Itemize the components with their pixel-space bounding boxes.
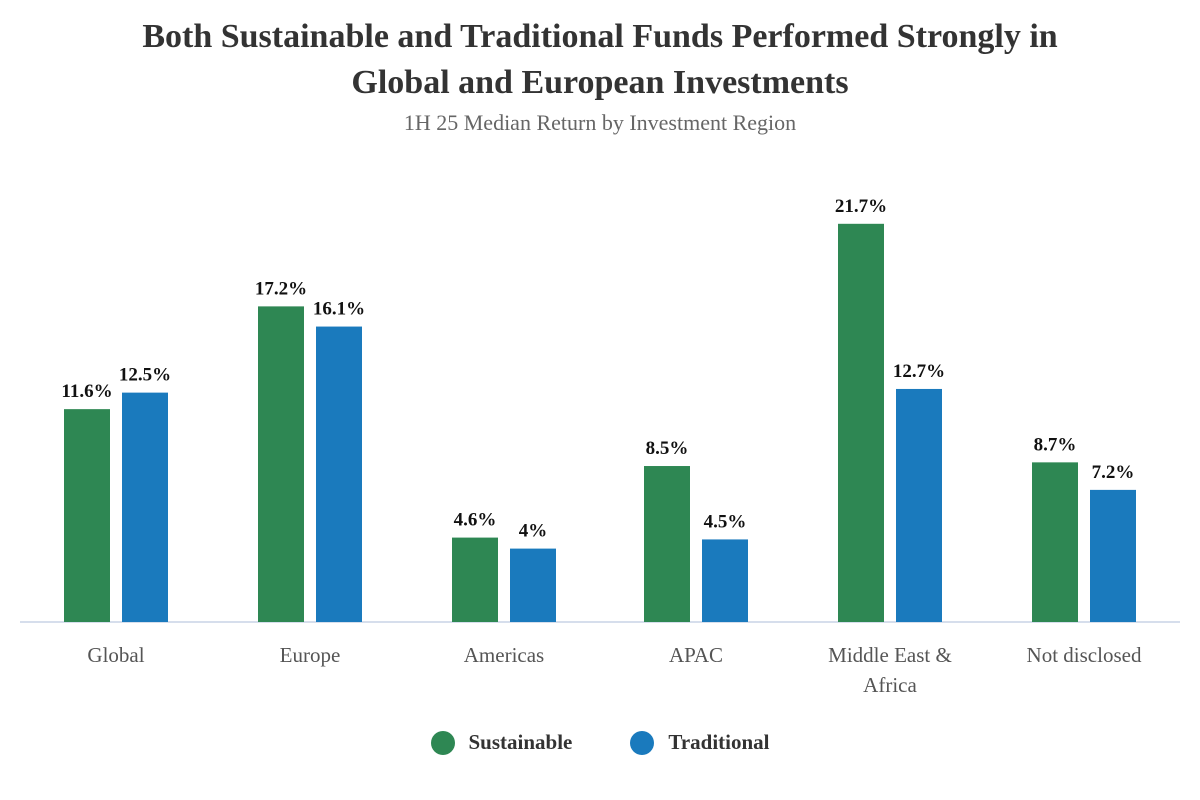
data-label-traditional-1: 16.1% xyxy=(313,299,365,320)
bar-sustainable-1 xyxy=(258,306,304,622)
x-tick-label-0: Global xyxy=(87,643,144,667)
x-tick-label-1: Europe xyxy=(280,643,341,667)
chart-subtitle: 1H 25 Median Return by Investment Region xyxy=(403,110,797,135)
legend-item-traditional[interactable]: Traditional xyxy=(630,730,770,755)
legend-swatch-traditional xyxy=(630,730,655,755)
data-label-traditional-0: 12.5% xyxy=(119,365,171,386)
bar-sustainable-0 xyxy=(64,409,110,622)
x-tick-label-2: Americas xyxy=(464,643,544,667)
data-label-sustainable-0: 11.6% xyxy=(61,381,112,402)
data-label-traditional-4: 12.7% xyxy=(893,361,945,382)
data-label-sustainable-5: 8.7% xyxy=(1034,434,1077,455)
data-label-sustainable-1: 17.2% xyxy=(255,278,307,299)
data-label-sustainable-4: 21.7% xyxy=(835,196,887,217)
chart-title-line1: Both Sustainable and Traditional Funds P… xyxy=(142,18,1058,55)
bar-traditional-4 xyxy=(896,388,942,622)
x-tick-label-4: Middle East & Africa xyxy=(828,643,952,697)
bar-traditional-5 xyxy=(1090,489,1136,622)
bar-sustainable-4 xyxy=(838,223,884,622)
bar-sustainable-3 xyxy=(644,466,690,622)
x-tick-label-3: APAC xyxy=(669,643,723,667)
chart-title-line2: Global and European Investments xyxy=(351,64,849,101)
chart-title: Both Sustainable and Traditional Funds P… xyxy=(0,14,1200,106)
legend-label-traditional: Traditional xyxy=(668,730,770,754)
data-label-traditional-3: 4.5% xyxy=(704,511,747,532)
data-label-traditional-5: 7.2% xyxy=(1092,462,1135,483)
bar-traditional-2 xyxy=(510,548,556,622)
bar-sustainable-5 xyxy=(1032,462,1078,622)
bar-traditional-0 xyxy=(122,392,168,622)
bar-traditional-1 xyxy=(316,326,362,622)
legend-item-sustainable[interactable]: Sustainable xyxy=(430,730,573,755)
legend-label-sustainable: Sustainable xyxy=(468,730,573,754)
bar-traditional-3 xyxy=(702,539,748,622)
legend: Sustainable Traditional xyxy=(0,730,1200,755)
legend-swatch-sustainable xyxy=(430,730,455,755)
x-tick-label-5: Not disclosed xyxy=(1027,643,1142,667)
data-label-sustainable-2: 4.6% xyxy=(454,510,497,531)
data-label-traditional-2: 4% xyxy=(519,521,548,542)
data-label-sustainable-3: 8.5% xyxy=(646,438,689,459)
bar-sustainable-2 xyxy=(452,537,498,622)
